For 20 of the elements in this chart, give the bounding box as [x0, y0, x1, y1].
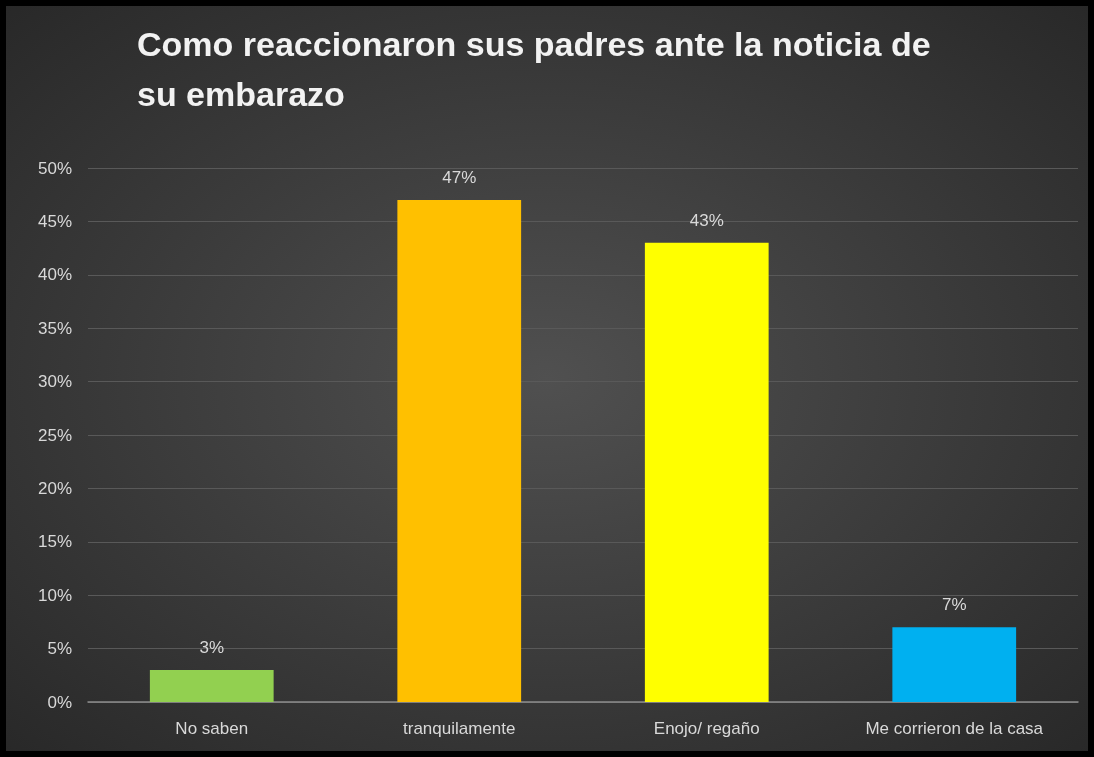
x-tick-label: Enojo/ regaño [653, 719, 760, 738]
x-tick-label: No saben [175, 719, 249, 738]
y-tick-label: 45% [37, 211, 72, 231]
data-label: 7% [941, 595, 967, 615]
y-tick-label: 10% [37, 585, 72, 605]
chart-title: Como reaccionaron sus padres ante la noticia de su embarazo [137, 25, 941, 113]
y-tick-label: 5% [47, 639, 72, 659]
y-tick-label: 0% [47, 692, 72, 712]
x-tick-label: Me corrieron de la casa [865, 719, 1044, 738]
y-tick-label: 40% [37, 265, 72, 285]
data-label: 3% [199, 637, 225, 657]
y-tick-label: 35% [37, 318, 72, 338]
x-tick-label: tranquilamente [403, 719, 516, 738]
y-tick-label: 20% [37, 478, 72, 498]
data-label: 43% [689, 210, 724, 230]
y-tick-label: 15% [37, 532, 72, 552]
y-tick-label: 50% [37, 158, 72, 178]
y-tick-label: 25% [37, 425, 72, 445]
data-label: 47% [442, 168, 477, 188]
y-tick-label: 30% [37, 372, 72, 392]
